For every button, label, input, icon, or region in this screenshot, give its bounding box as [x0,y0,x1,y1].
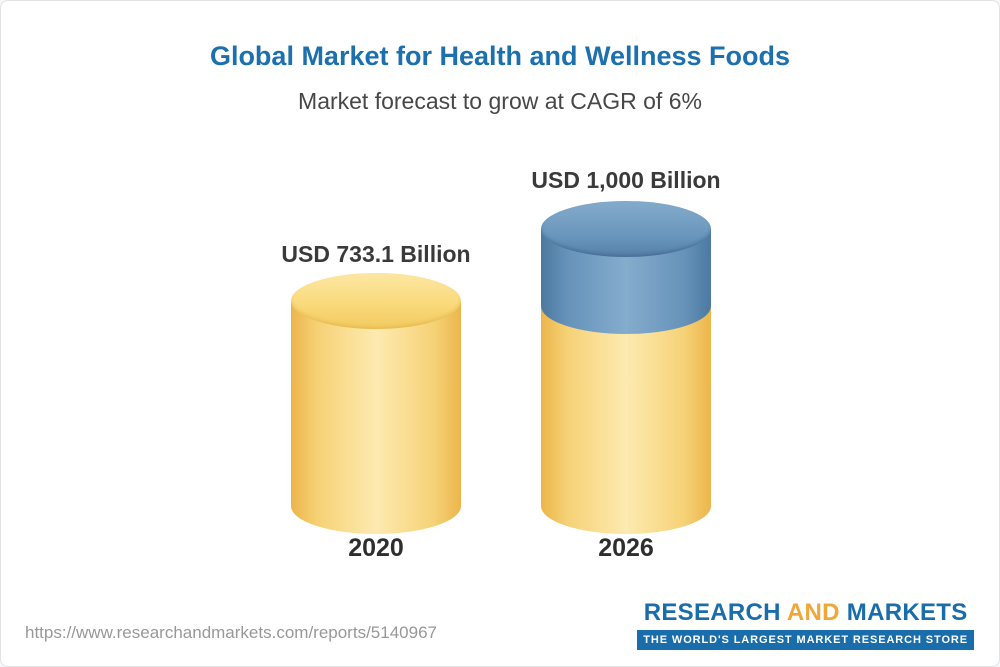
research-and-markets-logo: RESEARCH AND MARKETS THE WORLD'S LARGEST… [637,599,974,650]
chart-title: Global Market for Health and Wellness Fo… [209,41,791,71]
logo-word-and: AND [786,599,840,626]
bar-2020-body [291,301,461,534]
bar-2020-top-ellipse [291,273,461,329]
report-url: https://www.researchandmarkets.com/repor… [25,623,437,642]
logo-tagline: THE WORLD'S LARGEST MARKET RESEARCH STOR… [637,630,974,650]
logo-wordmark: RESEARCH AND MARKETS [637,599,974,627]
bar-2026-base-segment [541,306,711,534]
logo-word-research: RESEARCH [643,599,781,626]
value-label-2026: USD 1,000 Billion [531,167,721,193]
bar-2026-cylinder [541,201,711,534]
chart-subtitle: Market forecast to grow at CAGR of 6% [298,88,702,114]
bar-2020-cylinder [291,273,461,534]
logo-word-markets: MARKETS [846,599,968,626]
value-label-2020: USD 733.1 Billion [281,241,471,267]
bar-2026-top-ellipse [541,201,711,257]
x-axis-label-2026: 2026 [598,534,654,562]
x-axis-label-2020: 2020 [348,534,404,562]
